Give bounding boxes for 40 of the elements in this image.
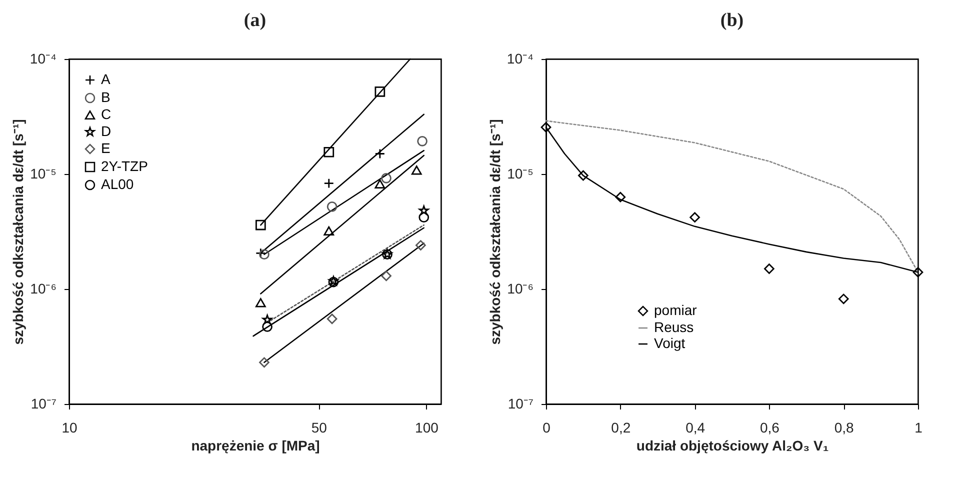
point xyxy=(615,192,626,202)
x-tick-label: 0,6 xyxy=(760,420,780,436)
y-tick-label: 10⁻⁷ xyxy=(508,396,534,412)
y-tick-label: 10⁻⁴ xyxy=(30,50,56,66)
point xyxy=(912,267,924,278)
point xyxy=(578,170,588,181)
y-tick-label: 10⁻⁶ xyxy=(30,280,56,296)
legend-label: C xyxy=(101,106,112,122)
legend-label: B xyxy=(101,89,110,105)
legend-label: 2Y-TZP xyxy=(101,158,148,174)
legend-label: AL00 xyxy=(101,176,134,192)
x-tick-label: 1 xyxy=(914,420,923,436)
x-tick-label: 50 xyxy=(311,420,328,436)
y-tick-label: 10⁻⁵ xyxy=(30,166,56,182)
x-tick-label: 0 xyxy=(542,420,551,436)
y-tick-label: 10⁻⁵ xyxy=(507,166,534,182)
legend-label: D xyxy=(101,123,112,139)
y-axis-title: szybkość odkształcania dε/dt [s⁻¹] xyxy=(10,119,26,345)
x-axis-title: udział objętościowy Al₂O₃ V₁ xyxy=(636,438,829,454)
legend-label: Voigt xyxy=(654,335,686,351)
point xyxy=(764,264,774,274)
y-tick-label: 10⁻⁷ xyxy=(30,396,56,412)
x-tick-label: 0,8 xyxy=(834,420,854,436)
legend-label: A xyxy=(101,71,111,87)
x-axis-title: naprężenie σ [MPa] xyxy=(191,438,320,454)
chart-title: (b) xyxy=(720,10,744,31)
legend-label: E xyxy=(101,140,110,156)
point xyxy=(838,294,849,304)
x-tick-label: 100 xyxy=(415,420,439,436)
chart-title: (a) xyxy=(244,10,266,31)
legend-label: Reuss xyxy=(654,319,694,335)
point xyxy=(540,122,552,132)
x-tick-label: 0,4 xyxy=(686,420,706,436)
x-tick-label: 10 xyxy=(62,420,78,436)
y-axis-title: szybkość odkształcania dε/dt [s⁻¹] xyxy=(486,119,503,345)
legend-label: pomiar xyxy=(654,302,698,318)
x-tick-label: 0,2 xyxy=(611,420,631,436)
y-tick-label: 10⁻⁶ xyxy=(507,280,534,296)
y-tick-label: 10⁻⁴ xyxy=(506,50,534,66)
point xyxy=(690,212,700,222)
